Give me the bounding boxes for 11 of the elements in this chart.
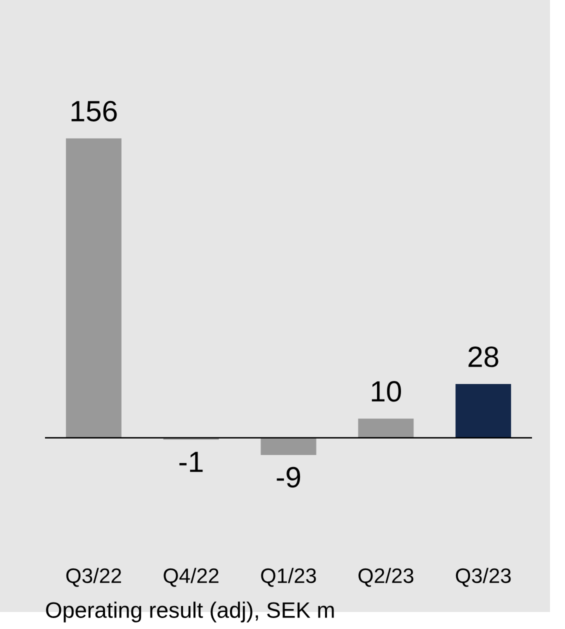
x-tick-label: Q3/22	[66, 568, 122, 587]
x-tick-label: Q3/23	[456, 568, 511, 587]
data-label: -1	[179, 452, 203, 472]
text: Operating result (adj), SEK m	[46, 602, 334, 622]
x-tick-label: Q4/22	[164, 568, 218, 587]
data-label: -9	[276, 466, 300, 488]
data-label: 28	[468, 346, 498, 368]
data-label: 156	[72, 100, 117, 122]
data-label: 10	[372, 381, 401, 402]
x-tick-label: Q1/23	[261, 568, 316, 587]
x-tick-label: Q2/23	[358, 568, 414, 587]
